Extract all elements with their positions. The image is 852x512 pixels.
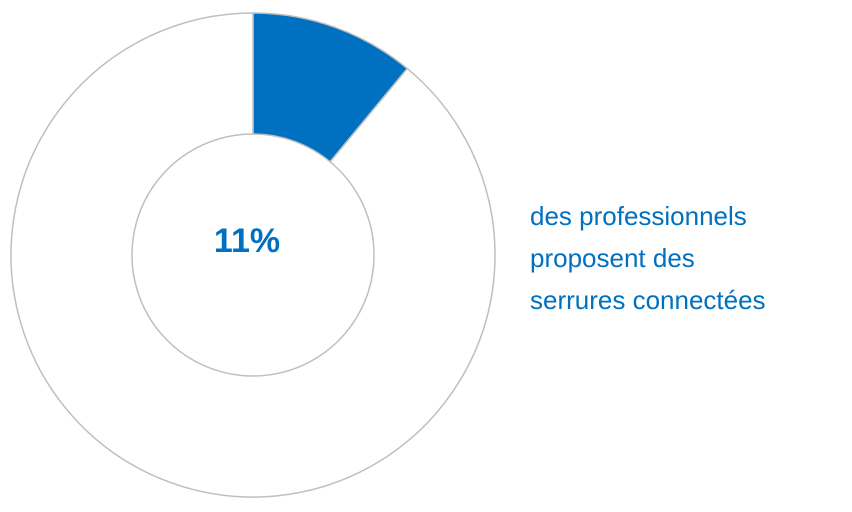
center-label: 11% — [214, 222, 280, 260]
slice — [10, 12, 496, 498]
annotation: des professionnels — [530, 201, 747, 231]
annotation: proposent des — [530, 243, 695, 273]
annotation: serrures connectées — [530, 285, 766, 315]
